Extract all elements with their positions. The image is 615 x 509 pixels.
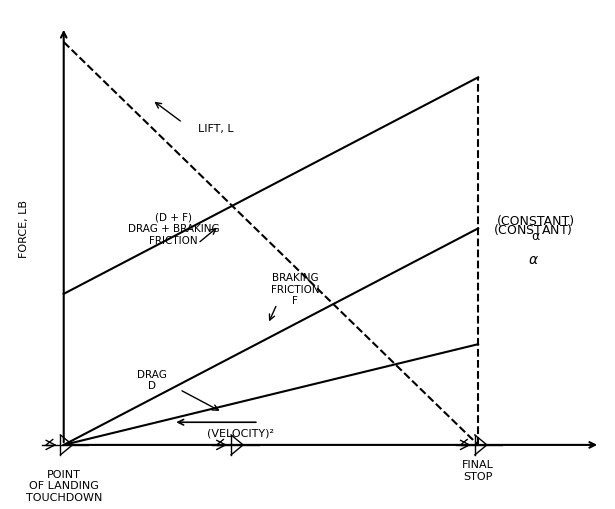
- Text: FINAL
STOP: FINAL STOP: [462, 460, 494, 481]
- Text: LIFT, L: LIFT, L: [198, 123, 234, 133]
- Text: DRAG
D: DRAG D: [137, 369, 167, 390]
- Text: $\left(\mathrm{CONSTANT}\right)$: $\left(\mathrm{CONSTANT}\right)$: [493, 221, 573, 236]
- Text: FORCE, LB: FORCE, LB: [19, 200, 29, 258]
- Text: BRAKING
FRICTION
F: BRAKING FRICTION F: [271, 273, 320, 306]
- Text: $\alpha$: $\alpha$: [528, 252, 539, 266]
- Text: (VELOCITY)²: (VELOCITY)²: [207, 428, 274, 437]
- Text: POINT
OF LANDING
TOUCHDOWN: POINT OF LANDING TOUCHDOWN: [26, 469, 102, 502]
- Text: (D + F)
DRAG + BRAKING
FRICTION: (D + F) DRAG + BRAKING FRICTION: [128, 212, 220, 245]
- Text: (CONSTANT)
α: (CONSTANT) α: [496, 215, 574, 243]
